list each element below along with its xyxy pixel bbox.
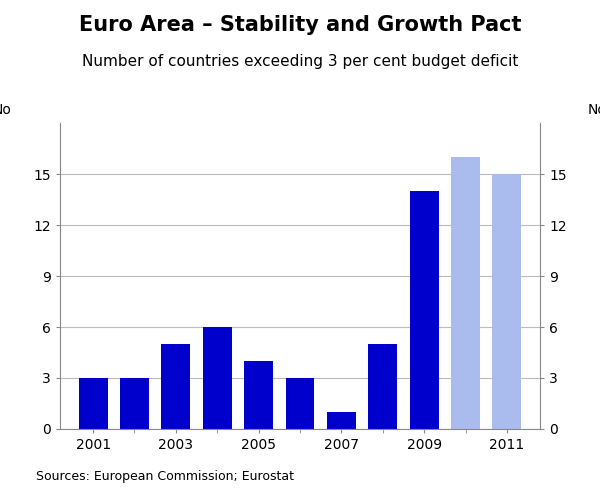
Bar bbox=[161, 344, 190, 429]
Bar bbox=[451, 157, 480, 429]
Bar bbox=[368, 344, 397, 429]
Bar bbox=[79, 378, 107, 429]
Text: Number of countries exceeding 3 per cent budget deficit: Number of countries exceeding 3 per cent… bbox=[82, 54, 518, 69]
Bar bbox=[327, 412, 356, 429]
Text: No: No bbox=[588, 103, 600, 117]
Bar bbox=[203, 327, 232, 429]
Bar bbox=[244, 361, 273, 429]
Bar bbox=[286, 378, 314, 429]
Bar bbox=[493, 174, 521, 429]
Bar bbox=[120, 378, 149, 429]
Text: No: No bbox=[0, 103, 12, 117]
Text: Sources: European Commission; Eurostat: Sources: European Commission; Eurostat bbox=[36, 470, 294, 483]
Bar bbox=[410, 191, 439, 429]
Text: Euro Area – Stability and Growth Pact: Euro Area – Stability and Growth Pact bbox=[79, 15, 521, 35]
